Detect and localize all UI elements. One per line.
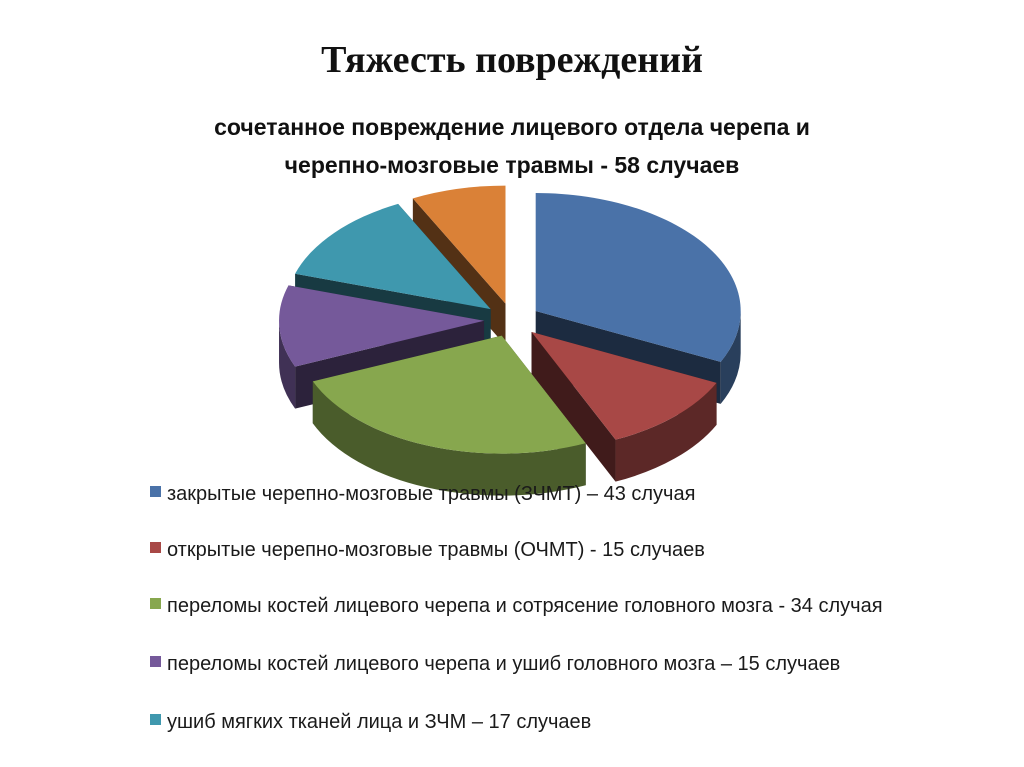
legend-label: закрытые черепно-мозговые травмы (ЗЧМТ) … [167, 483, 696, 505]
legend-item-ochmt: открытые черепно-мозговые травмы (ОЧМТ) … [150, 534, 970, 566]
legend-swatch-purple [150, 656, 161, 667]
legend-item-soft-tissue: ушиб мягких тканей лица и ЗЧМ – 17 случа… [150, 706, 970, 738]
legend-swatch-red [150, 542, 161, 553]
subtitle-line-1: сочетанное повреждение лицевого отдела ч… [214, 114, 810, 140]
legend-swatch-teal [150, 714, 161, 725]
pie-slice [531, 332, 717, 482]
legend-item-zchmt: закрытые черепно-мозговые травмы (ЗЧМТ) … [150, 478, 970, 510]
legend-label: ушиб мягких тканей лица и ЗЧМ – 17 случа… [167, 711, 592, 733]
legend-label: открытые черепно-мозговые травмы (ОЧМТ) … [167, 539, 705, 561]
slide-title: Тяжесть повреждений [321, 39, 703, 81]
legend-item-fracture-contusion: переломы костей лицевого черепа и ушиб г… [150, 648, 970, 680]
legend-label: переломы костей лицевого черепа и ушиб г… [167, 653, 841, 675]
subtitle-line-2: черепно-мозговые травмы - 58 случаев [284, 152, 740, 178]
legend-swatch-blue [150, 486, 161, 497]
legend-swatch-green [150, 598, 161, 609]
pie-slice [312, 335, 586, 496]
legend-label: переломы костей лицевого черепа и сотряс… [167, 595, 883, 617]
legend-item-fracture-concussion: переломы костей лицевого черепа и сотряс… [150, 590, 950, 622]
chart-subtitle: сочетанное повреждение лицевого отдела ч… [0, 108, 1024, 184]
pie-slices [279, 185, 741, 496]
